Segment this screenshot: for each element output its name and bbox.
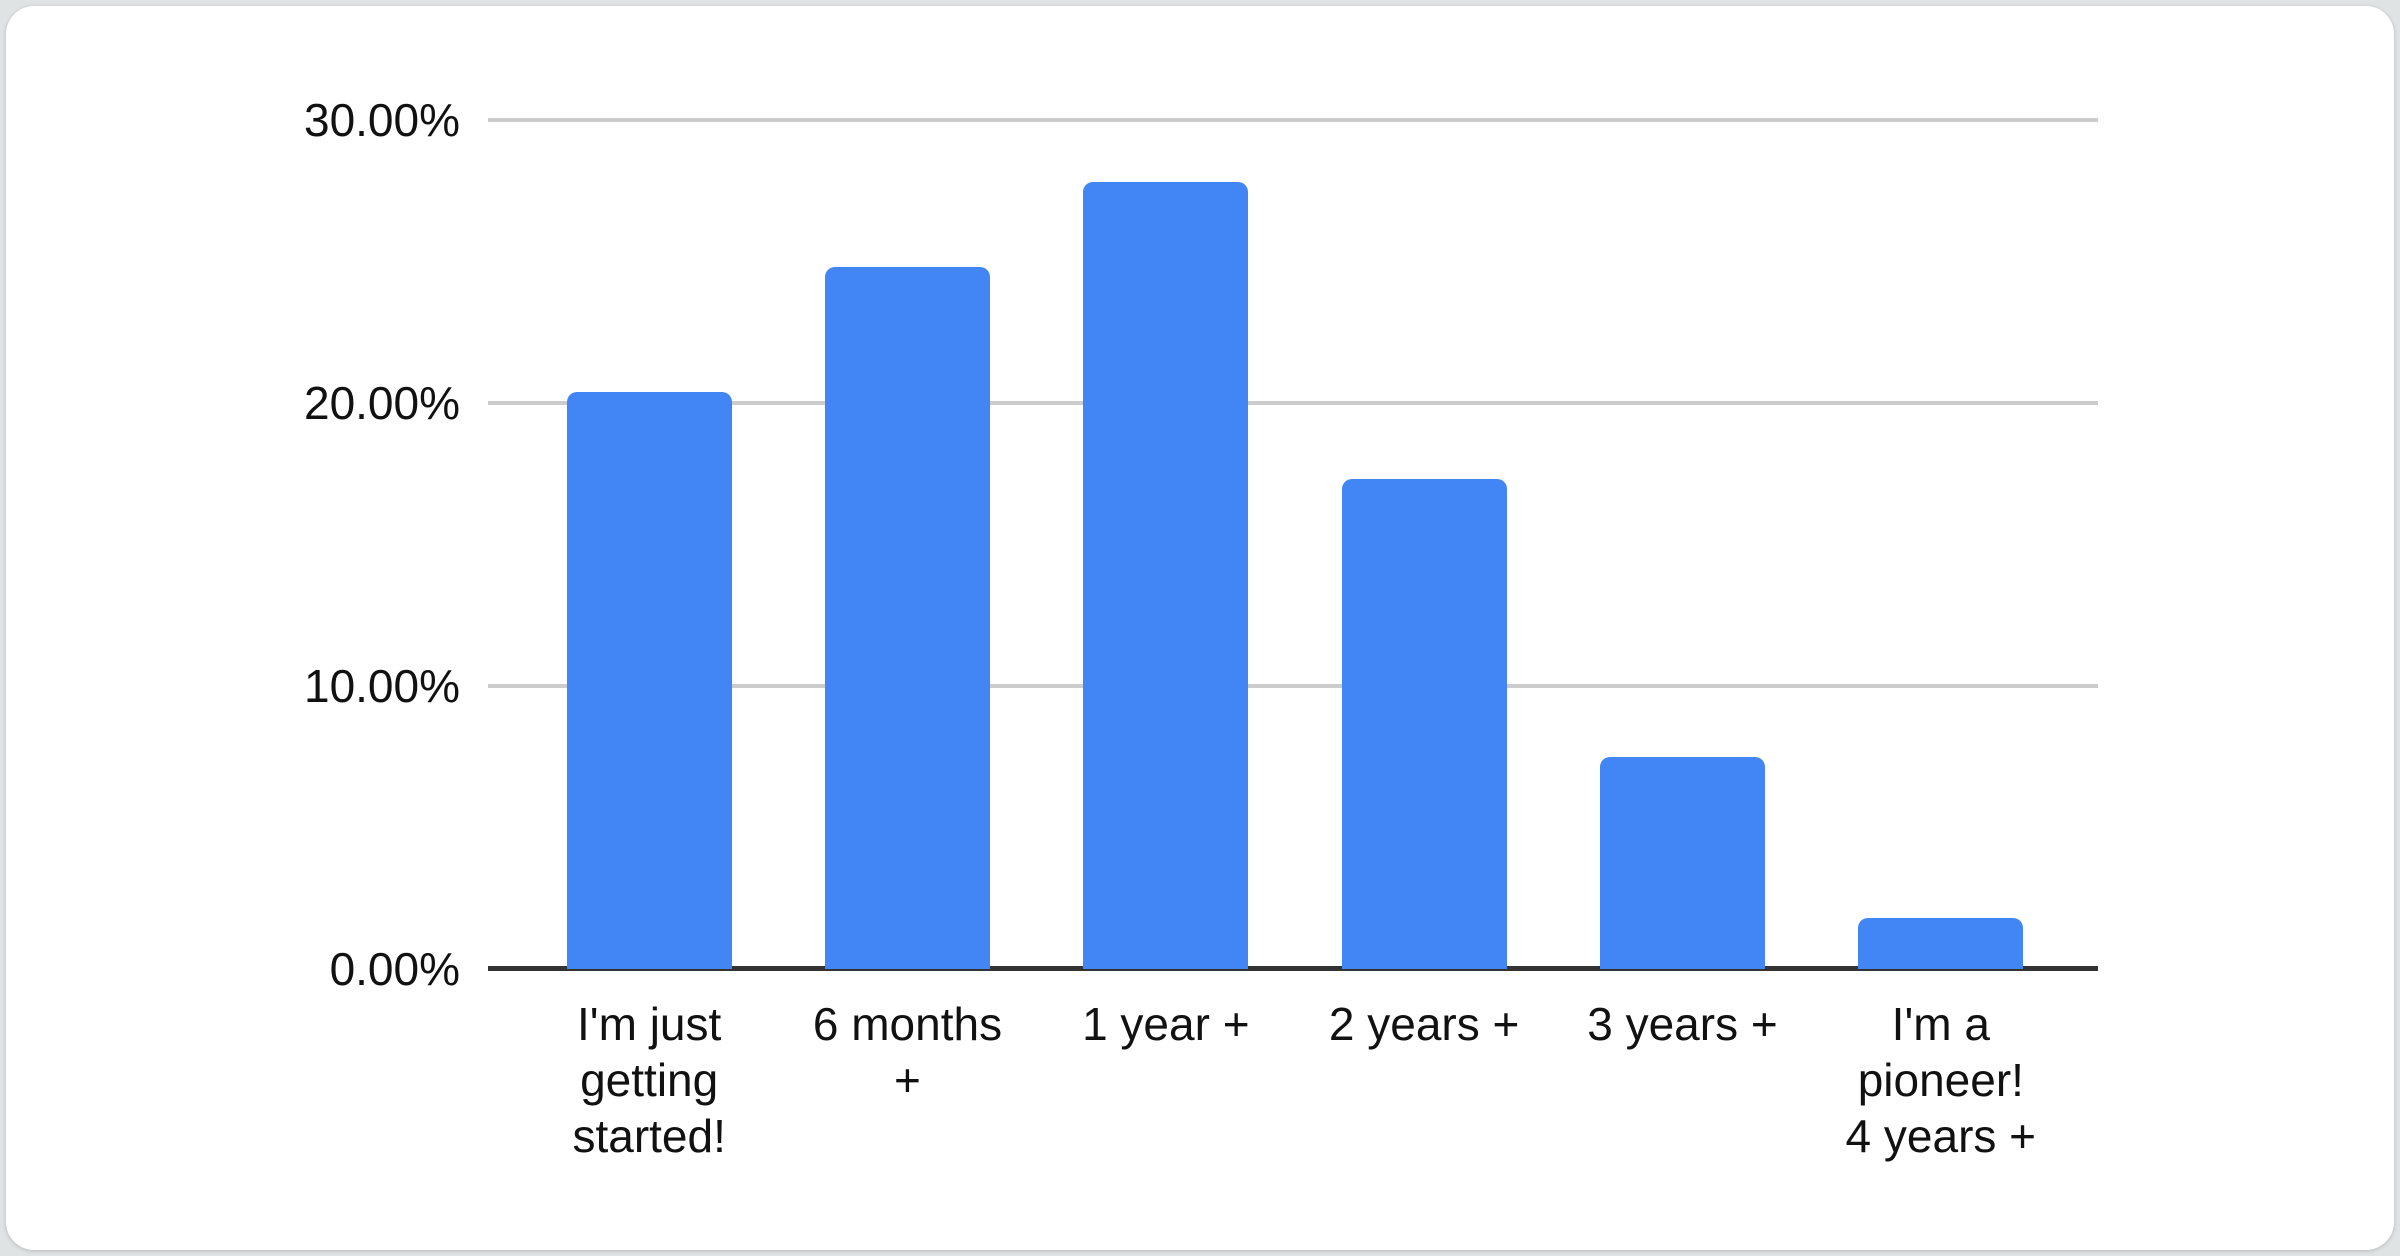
bar-slot [520, 120, 778, 969]
chart-card: 30.00% 20.00% 10.00% 0.00% I'm just gett… [6, 6, 2394, 1250]
y-tick-label-0: 0.00% [329, 943, 460, 995]
y-tick-label-20: 20.00% [303, 377, 460, 429]
bar-slot [778, 120, 1036, 969]
gridline-30-percent [488, 118, 2098, 122]
bar-6-months-plus[interactable] [824, 267, 990, 969]
x-tick-label-6-months-plus: 6 months + [812, 998, 1003, 1106]
bar-slot [1295, 120, 1553, 969]
x-tick-label-2-years-plus: 2 years + [1328, 998, 1520, 1050]
bar-im-just-getting-started[interactable] [566, 391, 732, 969]
y-tick-label-30: 30.00% [303, 94, 460, 146]
gridline-20-percent [488, 401, 2098, 405]
bar-1-year-plus[interactable] [1083, 182, 1249, 969]
bar-2-years-plus[interactable] [1341, 479, 1507, 969]
x-axis-line [488, 966, 2098, 971]
x-tick-label-1-year-plus: 1 year + [1082, 998, 1250, 1050]
bar-slot [1553, 120, 1811, 969]
bars-row [520, 120, 2070, 969]
gridline-10-percent [488, 684, 2098, 688]
bar-3-years-plus[interactable] [1599, 756, 1765, 969]
y-tick-label-10: 10.00% [303, 660, 460, 712]
plot-area [488, 118, 2098, 971]
bar-slot [1812, 120, 2070, 969]
x-tick-label-3-years-plus: 3 years + [1587, 998, 1778, 1050]
bar-im-a-pioneer-4-years-plus[interactable] [1858, 918, 2024, 969]
x-axis-tick-labels: I'm just getting started! 6 months + 1 y… [520, 996, 2070, 1164]
x-tick-label-im-a-pioneer-4-years-plus: I'm a pioneer! 4 years + [1845, 998, 2037, 1162]
x-tick-label-im-just-getting-started: I'm just getting started! [572, 998, 726, 1162]
bar-slot [1037, 120, 1295, 969]
